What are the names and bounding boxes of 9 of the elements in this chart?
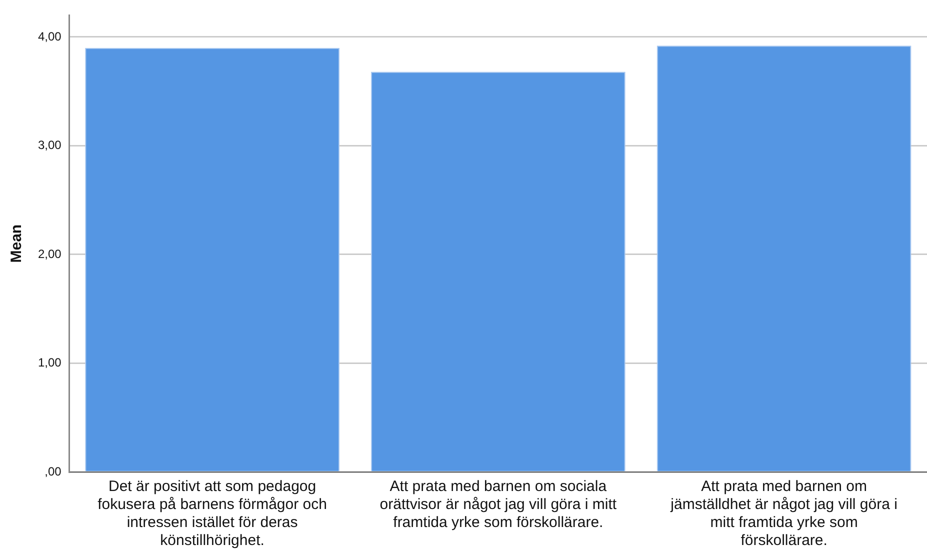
x-tick-label: Det är positivt att som pedagog fokusera på barnens förmågor och intressen istället för deras könstillhörighet. xyxy=(98,478,327,550)
y-tick-label: 1,00 xyxy=(38,356,62,370)
y-tick-label: 2,00 xyxy=(38,246,62,261)
y-tick-label: ,00 xyxy=(44,464,62,478)
y-tick-label: 3,00 xyxy=(38,138,62,152)
y-tick-label: 4,00 xyxy=(38,29,62,44)
x-tick-label: Att prata med barnen om sociala orättvisor är något jag vill göra i mitt framtida yrke som förskollärare. xyxy=(380,478,618,532)
x-tick-label: Att prata med barnen om jämställdhet är något jag vill göra i mitt framtida yrke som förskollärare. xyxy=(670,478,898,550)
y-axis-title: Mean xyxy=(8,224,26,263)
